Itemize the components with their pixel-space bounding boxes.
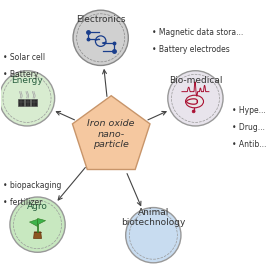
Text: • Battery electrodes: • Battery electrodes [152,45,230,54]
Circle shape [168,71,223,126]
Circle shape [126,207,181,263]
Circle shape [10,197,65,252]
Polygon shape [72,96,150,170]
Text: • Battery: • Battery [3,70,39,79]
Circle shape [192,110,195,113]
Polygon shape [34,232,41,239]
Text: Iron oxide
nano-
particle: Iron oxide nano- particle [87,120,135,149]
Bar [25,99,30,106]
Text: Electronics: Electronics [76,15,125,24]
Circle shape [0,71,55,126]
Polygon shape [29,219,37,227]
Polygon shape [37,218,46,225]
Text: Energy: Energy [11,76,43,85]
Text: • Antib...: • Antib... [232,140,267,149]
Text: • Drug...: • Drug... [232,123,265,132]
Text: Bio-medical: Bio-medical [169,76,222,85]
Text: Agro: Agro [27,202,48,211]
Bar [31,99,37,106]
Text: • biopackaging: • biopackaging [3,181,62,190]
Bar [18,99,24,106]
Text: Animal
biotechnology: Animal biotechnology [121,207,186,227]
Text: • Magnetic data stora...: • Magnetic data stora... [152,28,243,37]
Ellipse shape [186,95,203,108]
Text: • Hype...: • Hype... [232,106,266,115]
Text: • fertilizer: • fertilizer [3,198,43,207]
Text: • Solar cell: • Solar cell [3,53,45,62]
Circle shape [73,10,128,66]
